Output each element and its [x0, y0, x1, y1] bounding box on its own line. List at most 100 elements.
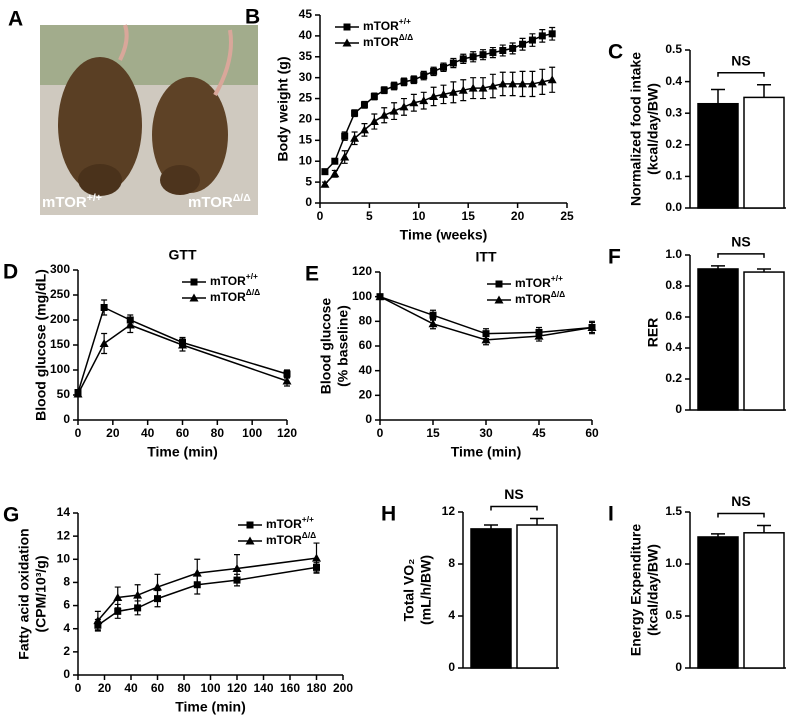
y-tick-label: 0 [63, 412, 70, 426]
marker [400, 78, 408, 86]
marker [370, 92, 378, 100]
marker [350, 133, 360, 142]
marker [478, 83, 488, 92]
x-tick-label: 40 [124, 681, 138, 695]
legend-label: mTORΔ/Δ [363, 32, 413, 49]
panel-label: F [608, 246, 621, 269]
y-axis-label: Blood glucose (mg/dL) [33, 269, 49, 421]
bar [697, 102, 739, 209]
x-tick-label: 20 [106, 426, 120, 440]
y-tick-label: 12 [442, 504, 456, 518]
marker [499, 47, 507, 55]
chart-title: ITT [476, 249, 497, 265]
x-tick-label: 40 [141, 426, 155, 440]
marker [428, 319, 438, 328]
y-axis-label: Body weight (g) [275, 57, 291, 162]
bar [697, 536, 739, 669]
marker [527, 79, 537, 88]
y-tick-label: 200 [50, 312, 70, 326]
y-tick-label: 120 [352, 264, 372, 278]
y-tick-label: 60 [359, 338, 373, 352]
y-tick-label: 0 [365, 412, 372, 426]
panel-label: A [8, 8, 23, 31]
marker [489, 49, 497, 57]
marker [113, 592, 123, 601]
legend-marker [494, 295, 504, 304]
y-tick-label: 40 [299, 28, 313, 42]
x-tick-label: 15 [462, 209, 476, 223]
legend-marker [246, 521, 254, 529]
y-tick-label: 50 [57, 387, 71, 401]
marker [340, 152, 350, 161]
marker [429, 311, 437, 319]
y-tick-label: 80 [359, 314, 373, 328]
legend-marker [190, 278, 198, 286]
mouse-tail [118, 24, 233, 96]
y-tick-label: 1.0 [665, 556, 682, 570]
panel-label: E [305, 263, 319, 286]
annotation: NS [731, 493, 750, 509]
marker [133, 590, 143, 599]
marker [375, 292, 385, 301]
marker [380, 86, 388, 94]
x-tick-label: 80 [211, 426, 225, 440]
legend-marker [189, 293, 199, 302]
marker [330, 169, 340, 178]
y-tick-label: 45 [299, 7, 313, 21]
y-tick-label: 300 [50, 262, 70, 276]
x-tick-label: 5 [366, 209, 373, 223]
marker [321, 168, 329, 176]
marker [468, 83, 478, 92]
legend-label: mTOR+/+ [266, 514, 314, 531]
y-tick-label: 250 [50, 287, 70, 301]
y-tick-label: 0.0 [665, 200, 682, 214]
significance-bracket [717, 253, 765, 258]
y-tick-label: 0.5 [665, 42, 682, 56]
marker [508, 79, 518, 88]
x-tick-label: 100 [242, 426, 262, 440]
y-tick-label: 2 [63, 644, 70, 658]
mouse-head [160, 165, 200, 195]
error-bar [711, 88, 725, 104]
marker [360, 101, 368, 109]
y-tick-label: 40 [359, 363, 373, 377]
y-axis-label: (kcal/day/BW) [645, 544, 661, 636]
y-tick-label: 0 [675, 402, 682, 416]
marker [178, 340, 187, 349]
legend-label: mTOR+/+ [363, 16, 411, 33]
x-tick-label: 120 [277, 426, 297, 440]
y-tick-label: 6 [63, 598, 70, 612]
photo [40, 24, 258, 215]
x-axis-label: Time (min) [451, 444, 522, 460]
series-line [379, 295, 593, 335]
x-axis-label: Time (min) [175, 699, 246, 715]
y-tick-label: 0.2 [665, 371, 682, 385]
marker [420, 72, 428, 80]
legend-label: mTORΔ/Δ [210, 287, 260, 304]
y-tick-label: 0.8 [665, 278, 682, 292]
bar [516, 524, 558, 669]
annotation: NS [504, 486, 523, 502]
legend-label: mTORΔ/Δ [266, 530, 316, 547]
panel-label: C [608, 41, 623, 64]
panel-label: B [245, 6, 260, 29]
marker [93, 616, 103, 625]
y-tick-label: 12 [57, 528, 71, 542]
marker [312, 553, 321, 562]
marker [320, 179, 330, 188]
significance-bracket [717, 72, 765, 77]
marker [449, 59, 457, 67]
y-tick-label: 8 [448, 556, 455, 570]
marker [481, 335, 491, 344]
x-tick-label: 20 [98, 681, 112, 695]
y-tick-label: 100 [50, 362, 70, 376]
y-tick-label: 0 [305, 195, 312, 209]
error-bar [530, 517, 544, 525]
legend-label: mTOR+/+ [515, 273, 563, 290]
annotation: NS [731, 234, 750, 250]
series-line [97, 557, 317, 622]
legend-marker [495, 280, 503, 288]
bar [743, 96, 785, 209]
x-tick-label: 10 [412, 209, 426, 223]
